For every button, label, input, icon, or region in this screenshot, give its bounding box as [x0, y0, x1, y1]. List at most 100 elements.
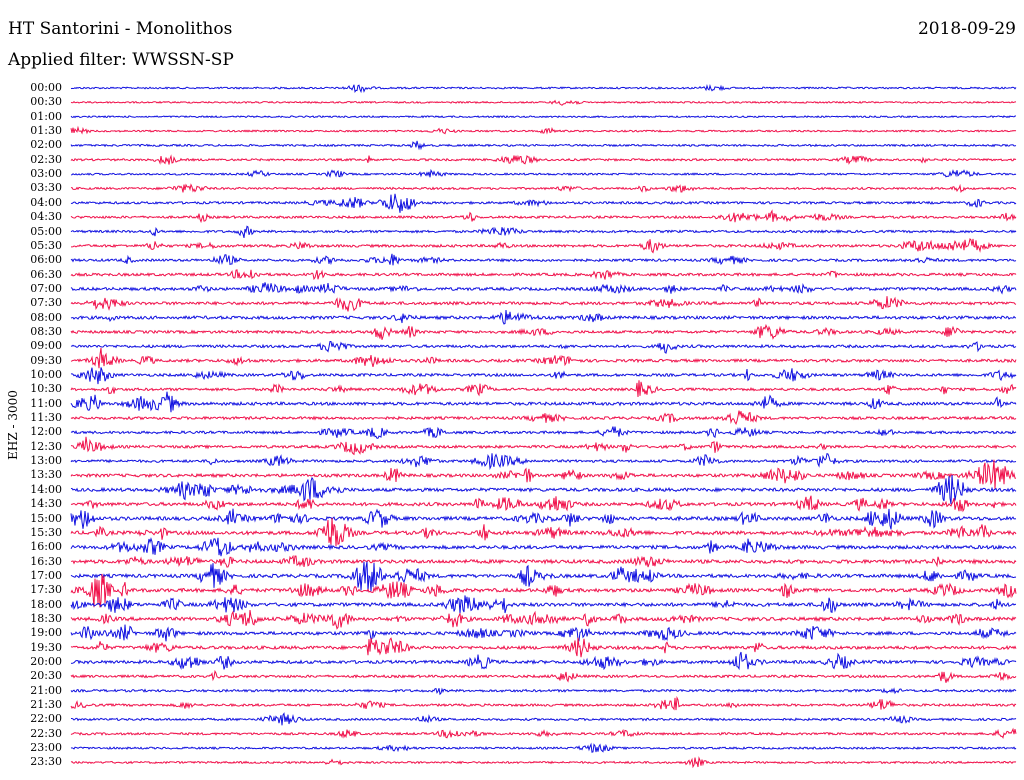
- trace-0700: [70, 282, 1017, 295]
- time-tick-label: 04:00: [30, 195, 62, 209]
- time-tick-label: 21:00: [30, 683, 62, 697]
- time-tick-label: 11:00: [30, 396, 62, 410]
- time-tick-label: 14:30: [30, 497, 62, 511]
- trace-0500: [70, 225, 1017, 239]
- time-tick-label: 17:00: [30, 568, 62, 582]
- time-tick-label: 08:30: [30, 324, 62, 338]
- trace-1500: [70, 508, 1017, 530]
- time-tick-label: 06:30: [30, 267, 62, 281]
- trace-0930: [70, 347, 1017, 369]
- time-tick-label: 09:30: [30, 353, 62, 367]
- time-tick-label: 07:00: [30, 281, 62, 295]
- trace-0200: [70, 140, 1017, 151]
- time-tick-label: 14:00: [30, 482, 62, 496]
- trace-2130: [70, 695, 1017, 711]
- time-tick-label: 03:00: [30, 167, 62, 181]
- trace-1030: [70, 380, 1017, 398]
- trace-2030: [70, 669, 1017, 683]
- trace-0600: [70, 253, 1017, 266]
- trace-1300: [70, 452, 1017, 471]
- trace-0100: [70, 115, 1017, 119]
- time-tick-label: 15:30: [30, 525, 62, 539]
- time-tick-label: 10:30: [30, 382, 62, 396]
- time-tick-label: 03:30: [30, 181, 62, 195]
- time-tick-label: 20:00: [30, 655, 62, 668]
- time-tick-label: 09:00: [30, 339, 62, 353]
- time-tick-label: 12:30: [30, 439, 62, 453]
- trace-0830: [70, 323, 1017, 340]
- trace-0330: [70, 183, 1017, 193]
- time-tick-label: 20:30: [30, 669, 62, 683]
- trace-2330: [70, 756, 1017, 769]
- time-tick-label: 10:00: [30, 368, 62, 381]
- time-tick-label: 18:00: [30, 597, 62, 611]
- time-tick-label: 13:30: [30, 468, 62, 482]
- time-tick-label: 11:30: [30, 411, 62, 425]
- trace-1700: [70, 561, 1017, 592]
- time-tick-label: 00:00: [30, 81, 62, 94]
- date-label: 2018-09-29: [917, 19, 1016, 39]
- trace-1830: [70, 609, 1017, 630]
- filter-label: Applied filter: WWSSN-SP: [8, 50, 234, 70]
- time-tick-label: 02:30: [30, 152, 62, 166]
- trace-0730: [70, 296, 1017, 312]
- time-tick-label: 17:30: [30, 583, 62, 597]
- trace-0000: [70, 84, 1017, 94]
- time-tick-label: 23:30: [30, 755, 62, 769]
- time-tick-label: 07:30: [30, 296, 62, 310]
- trace-0230: [70, 154, 1017, 165]
- trace-1000: [70, 367, 1017, 385]
- trace-1930: [70, 637, 1017, 658]
- trace-0630: [70, 269, 1017, 281]
- trace-1530: [70, 517, 1017, 547]
- trace-1400: [70, 474, 1017, 505]
- time-tick-label: 15:00: [30, 511, 62, 525]
- trace-2000: [70, 651, 1017, 671]
- time-tick-label: 19:30: [30, 640, 62, 654]
- trace-2100: [70, 687, 1017, 696]
- time-tick-label: 05:30: [30, 238, 62, 252]
- trace-0300: [70, 168, 1017, 178]
- time-tick-label: 08:00: [30, 310, 62, 324]
- trace-1600: [70, 537, 1017, 557]
- time-tick-label: 05:00: [30, 224, 62, 238]
- time-tick-label: 18:30: [30, 611, 62, 625]
- trace-1330: [70, 459, 1017, 490]
- time-tick-label: 16:30: [30, 554, 62, 568]
- trace-0800: [70, 309, 1017, 325]
- trace-1200: [70, 426, 1017, 439]
- trace-1630: [70, 554, 1017, 568]
- trace-1730: [70, 573, 1017, 608]
- time-tick-label: 22:30: [30, 726, 62, 740]
- trace-0530: [70, 238, 1017, 254]
- trace-1100: [70, 391, 1017, 413]
- station-title: HT Santorini - Monolithos: [8, 19, 233, 39]
- time-tick-label: 01:00: [30, 109, 62, 123]
- trace-2230: [70, 727, 1017, 739]
- time-tick-label: 01:30: [30, 124, 62, 138]
- trace-1900: [70, 624, 1017, 642]
- trace-0900: [70, 340, 1017, 354]
- trace-1800: [70, 595, 1017, 614]
- trace-1130: [70, 410, 1017, 426]
- time-tick-label: 02:00: [30, 138, 62, 152]
- time-tick-label: 04:30: [30, 210, 62, 224]
- time-tick-label: 13:00: [30, 454, 62, 468]
- trace-0400: [70, 193, 1017, 213]
- trace-2300: [70, 742, 1017, 753]
- time-tick-label: 16:00: [30, 540, 62, 554]
- trace-1430: [70, 495, 1017, 513]
- time-tick-label: 00:30: [30, 95, 62, 109]
- trace-1230: [70, 436, 1017, 456]
- time-tick-label: 06:00: [30, 253, 62, 267]
- trace-0030: [70, 99, 1017, 106]
- trace-2200: [70, 712, 1017, 726]
- time-tick-label: 21:30: [30, 698, 62, 712]
- time-tick-label: 19:00: [30, 626, 62, 640]
- trace-0430: [70, 209, 1017, 224]
- time-tick-label: 22:00: [30, 712, 62, 726]
- time-tick-label: 23:00: [30, 741, 62, 755]
- trace-0130: [70, 125, 1017, 135]
- time-tick-label: 12:00: [30, 425, 62, 439]
